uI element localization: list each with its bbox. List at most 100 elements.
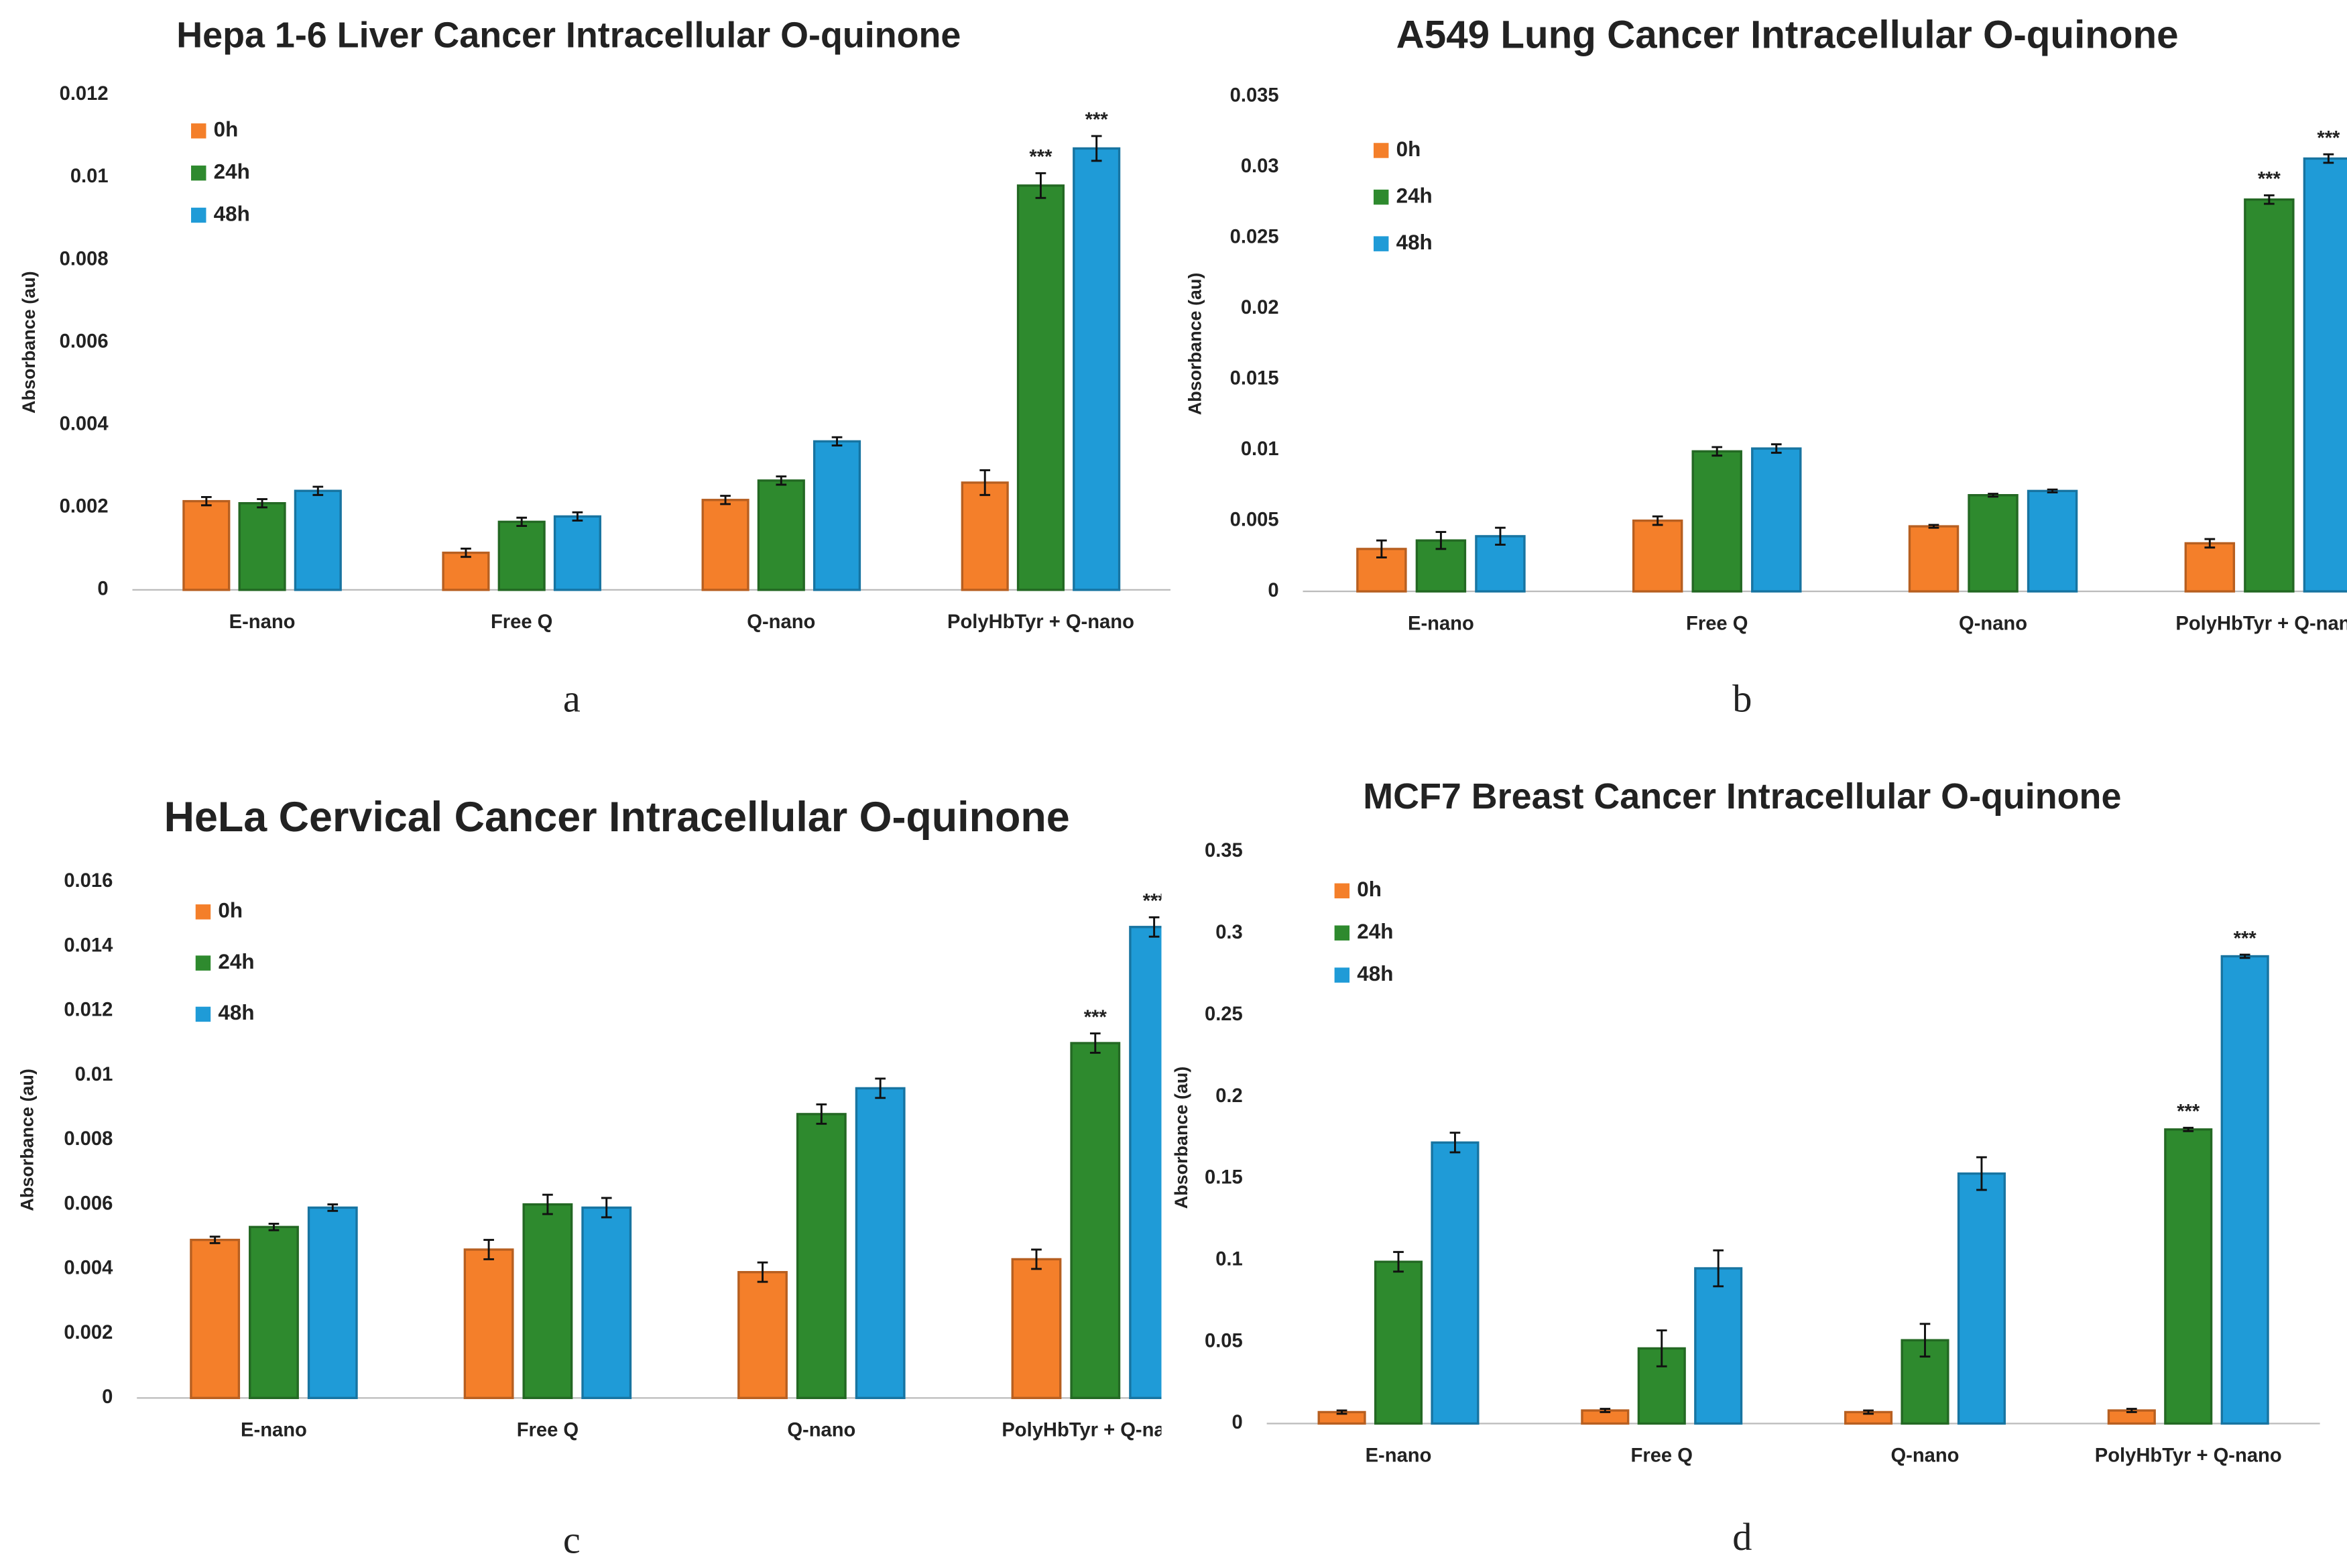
x-tick-label: Free Q (1631, 1445, 1693, 1467)
error-bar (816, 1103, 827, 1125)
legend-label: 24h (1396, 184, 1433, 207)
y-tick-label: 0.006 (64, 1193, 113, 1214)
bar (1751, 447, 1802, 593)
error-bar (1336, 1409, 1347, 1415)
y-tick-label: 0.05 (1205, 1330, 1243, 1351)
legend-swatch (1373, 189, 1389, 205)
y-tick-label: 0.35 (1205, 840, 1243, 861)
error-bar (1495, 526, 1506, 546)
y-tick-label: 0.006 (60, 330, 109, 352)
y-tick-label: 0 (97, 579, 108, 600)
y-tick-label: 0.1 (1215, 1248, 1243, 1270)
x-tick-label: PolyHbTyr + Q-nano (947, 611, 1134, 633)
panel-label: c (563, 1518, 581, 1561)
bar (1129, 926, 1162, 1400)
error-bar (1770, 443, 1782, 454)
bar (238, 502, 286, 591)
bar (2164, 1128, 2213, 1425)
legend-label: 48h (214, 202, 250, 225)
bar (2303, 157, 2347, 593)
legend-label: 48h (1357, 962, 1393, 985)
error-bar (572, 511, 583, 522)
error-bar (1091, 135, 1102, 162)
y-tick-label: 0.03 (1241, 156, 1279, 177)
chart-panel: HeLa Cervical Cancer Intracellular O-qui… (17, 794, 1162, 1441)
y-tick-label: 0.2 (1215, 1085, 1243, 1107)
error-bar (831, 436, 843, 446)
y-tick-label: 0.005 (1230, 509, 1279, 530)
y-tick-label: 0.01 (1241, 438, 1279, 460)
error-bar (257, 498, 267, 509)
significance-label: *** (2258, 169, 2281, 190)
error-bar (776, 475, 787, 486)
bar (182, 499, 231, 591)
y-tick-label: 0.004 (64, 1258, 113, 1279)
bar (701, 499, 749, 591)
x-tick-label: E-nano (241, 1419, 307, 1441)
error-bar (1449, 1132, 1461, 1154)
x-tick-label: Free Q (491, 611, 552, 633)
legend-swatch (1334, 883, 1350, 899)
chart-title: MCF7 Breast Cancer Intracellular O-quino… (1363, 776, 2121, 817)
y-tick-label: 0.25 (1205, 1004, 1243, 1025)
y-tick-label: 0.008 (60, 248, 109, 269)
y-tick-label: 0.002 (60, 496, 109, 518)
y-tick-label: 0.012 (60, 83, 109, 105)
bar (1694, 1267, 1743, 1425)
bar (1374, 1260, 1423, 1425)
legend-label: 0h (218, 899, 243, 922)
x-tick-label: PolyHbTyr + Q-nano (2095, 1445, 2282, 1467)
y-tick-label: 0.3 (1215, 922, 1243, 943)
chart-panel: A549 Lung Cancer Intracellular O-quinone… (1185, 13, 2347, 634)
x-tick-label: Free Q (517, 1419, 579, 1441)
y-tick-label: 0.01 (75, 1064, 113, 1085)
error-bar (1089, 1032, 1101, 1054)
error-bar (268, 1223, 280, 1231)
legend-label: 0h (1357, 878, 1382, 901)
error-bar (1652, 515, 1663, 526)
legend-swatch (1373, 143, 1389, 158)
bar (2244, 198, 2295, 593)
chart-title: Hepa 1-6 Liver Cancer Intracellular O-qu… (176, 15, 961, 55)
error-bar (312, 485, 324, 496)
y-tick-label: 0.004 (60, 413, 109, 434)
y-tick-label: 0.002 (64, 1322, 113, 1343)
bar (1073, 147, 1121, 591)
error-bar (1435, 531, 1447, 550)
x-tick-label: PolyHbTyr + Q-nano (2175, 613, 2347, 634)
error-bar (1928, 524, 1939, 529)
legend-label: 24h (1357, 920, 1393, 943)
y-tick-label: 0 (102, 1386, 113, 1408)
bar (190, 1238, 241, 1400)
chart-title: A549 Lung Cancer Intracellular O-quinone (1396, 13, 2179, 57)
y-tick-label: 0.035 (1230, 84, 1279, 106)
y-tick-label: 0.025 (1230, 226, 1279, 247)
bar (1016, 184, 1065, 591)
x-tick-label: Q-nano (1890, 1445, 1959, 1467)
y-tick-label: 0.15 (1205, 1167, 1243, 1189)
error-bar (2323, 153, 2334, 164)
y-axis-label: Absorbance (au) (17, 1069, 38, 1211)
error-bar (757, 1261, 768, 1283)
bar (307, 1206, 358, 1400)
y-axis-label: Absorbance (au) (19, 271, 39, 413)
y-tick-label: 0 (1232, 1412, 1243, 1433)
legend-label: 24h (214, 160, 250, 183)
error-bar (200, 496, 212, 507)
significance-label: *** (2177, 1101, 2200, 1123)
error-bar (1376, 539, 1387, 558)
legend-swatch (191, 165, 206, 181)
bar (1691, 450, 1742, 593)
chart-panel: MCF7 Breast Cancer Intracellular O-quino… (1174, 776, 2320, 1467)
y-tick-label: 0.016 (64, 870, 113, 892)
legend-label: 48h (1396, 231, 1433, 254)
bar (757, 479, 805, 591)
y-tick-label: 0.012 (64, 1000, 113, 1021)
error-bar (1919, 1323, 1931, 1358)
x-tick-label: E-nano (229, 611, 296, 633)
y-tick-label: 0.014 (64, 934, 113, 956)
error-bar (1863, 1409, 1874, 1415)
bar (813, 440, 861, 591)
x-tick-label: Q-nano (747, 611, 815, 633)
